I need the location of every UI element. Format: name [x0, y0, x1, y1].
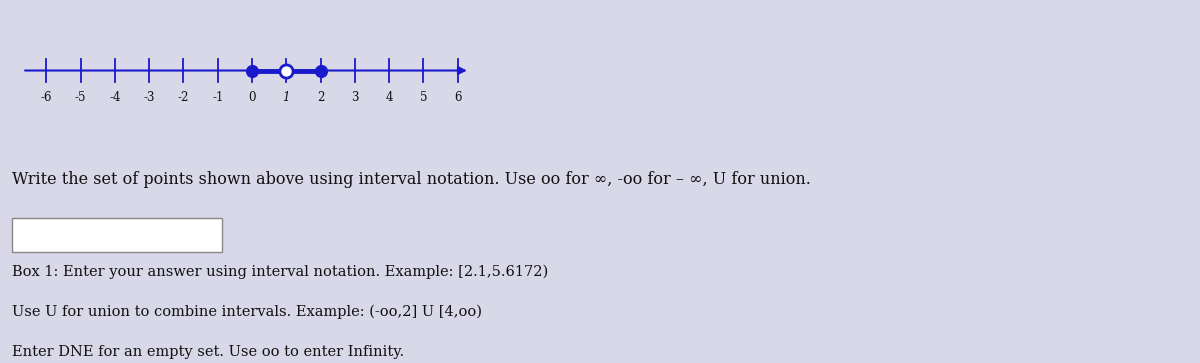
Text: -6: -6 — [41, 91, 52, 104]
Text: -3: -3 — [143, 91, 155, 104]
Text: 6: 6 — [454, 91, 462, 104]
Text: 4: 4 — [385, 91, 392, 104]
Text: 1: 1 — [282, 91, 290, 104]
Text: -4: -4 — [109, 91, 121, 104]
Text: 3: 3 — [352, 91, 359, 104]
Point — [311, 68, 330, 73]
FancyBboxPatch shape — [12, 218, 222, 252]
Text: Write the set of points shown above using interval notation. Use oo for ∞, -oo f: Write the set of points shown above usin… — [12, 171, 811, 188]
Point — [242, 68, 262, 73]
Text: Enter DNE for an empty set. Use oo to enter Infinity.: Enter DNE for an empty set. Use oo to en… — [12, 345, 404, 359]
Text: Use U for union to combine intervals. Example: (-oo,2] U [4,oo): Use U for union to combine intervals. Ex… — [12, 305, 482, 319]
Text: 2: 2 — [317, 91, 324, 104]
Text: 0: 0 — [248, 91, 256, 104]
Text: -5: -5 — [74, 91, 86, 104]
Text: Box 1: Enter your answer using interval notation. Example: [2.1,5.6172): Box 1: Enter your answer using interval … — [12, 265, 548, 280]
Text: -1: -1 — [212, 91, 223, 104]
Text: -2: -2 — [178, 91, 190, 104]
Text: 5: 5 — [420, 91, 427, 104]
Point — [277, 68, 296, 73]
